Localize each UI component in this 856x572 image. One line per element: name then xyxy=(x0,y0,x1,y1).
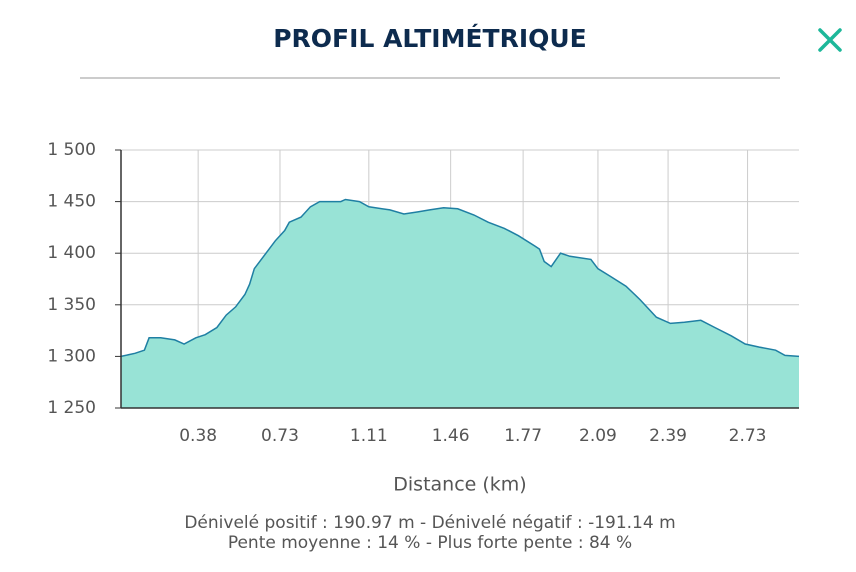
x-tick-label: 2.39 xyxy=(649,426,687,446)
x-tick-label: 0.38 xyxy=(179,426,217,446)
elevation-area xyxy=(121,199,799,408)
x-axis-title: Distance (km) xyxy=(393,474,526,496)
x-tick-label: 0.73 xyxy=(261,426,299,446)
y-tick-label: 1 350 xyxy=(47,295,96,315)
stats-line: Dénivelé positif : 190.97 m - Dénivelé n… xyxy=(184,513,675,533)
y-tick-label: 1 500 xyxy=(47,140,96,160)
x-tick-label: 2.09 xyxy=(579,426,617,446)
y-tick-label: 1 300 xyxy=(47,346,96,366)
x-tick-label: 2.73 xyxy=(729,426,767,446)
x-tick-label: 1.11 xyxy=(350,426,388,446)
x-tick-label: 1.46 xyxy=(432,426,470,446)
y-tick-label: 1 400 xyxy=(47,243,96,263)
x-tick-label: 1.77 xyxy=(504,426,542,446)
dialog-title: PROFIL ALTIMÉTRIQUE xyxy=(273,24,587,53)
y-tick-label: 1 250 xyxy=(47,398,96,418)
plot: 1 250 1 300 1 350 1 400 1 450 1 500 0.38 0.73 1.… xyxy=(47,140,800,446)
close-button[interactable] xyxy=(818,28,842,52)
stats-line: Pente moyenne : 14 % - Plus forte pente … xyxy=(228,533,632,553)
close-icon[interactable] xyxy=(818,28,842,52)
y-tick-label: 1 450 xyxy=(47,192,96,212)
elevation-line xyxy=(120,198,800,358)
